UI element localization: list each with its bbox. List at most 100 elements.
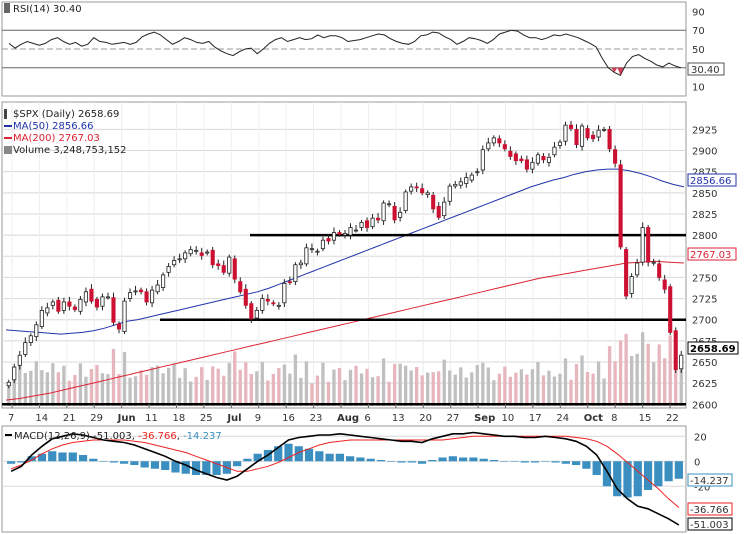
date-tick-label: 16 bbox=[282, 413, 295, 424]
candle-body bbox=[557, 141, 563, 146]
volume-bar bbox=[464, 377, 468, 406]
macd-histogram-bar bbox=[459, 457, 468, 462]
volume-bar bbox=[607, 346, 612, 406]
candlestick bbox=[298, 259, 303, 269]
date-tick-label: 29 bbox=[90, 413, 103, 424]
volume-bar bbox=[177, 377, 182, 406]
macd-histogram-bar bbox=[68, 452, 77, 462]
candle-body bbox=[458, 181, 463, 186]
candle-body bbox=[210, 249, 215, 266]
candle-body bbox=[243, 288, 248, 306]
candlestick bbox=[111, 292, 116, 326]
macd-histogram-bar bbox=[654, 461, 663, 487]
candlestick bbox=[331, 227, 337, 245]
candle-body bbox=[414, 186, 419, 189]
candle-body bbox=[409, 186, 414, 192]
candlestick bbox=[508, 146, 513, 160]
macd-signal-line bbox=[10, 435, 680, 508]
price-axis: 2600262526502675270027252750277528002825… bbox=[692, 125, 717, 411]
macd-histogram-bar bbox=[674, 461, 683, 479]
rsi-tick-label: 90 bbox=[692, 7, 705, 18]
candle-body bbox=[89, 288, 94, 302]
rsi-oversold-fill bbox=[611, 67, 624, 76]
volume-bar bbox=[646, 343, 650, 406]
date-tick-label: 20 bbox=[419, 413, 432, 424]
candlestick bbox=[67, 296, 72, 311]
candlestick bbox=[364, 217, 370, 232]
volume-bar bbox=[668, 335, 672, 406]
macd-signal-tag: -36.766 bbox=[687, 502, 733, 516]
candlestick bbox=[475, 168, 480, 176]
candlestick bbox=[194, 246, 199, 255]
macd-histogram-bar bbox=[130, 461, 139, 465]
volume-bar bbox=[326, 381, 331, 406]
volume-bar bbox=[635, 353, 639, 406]
macd-histogram bbox=[7, 443, 683, 498]
candle-body bbox=[579, 125, 585, 147]
candlestick bbox=[618, 159, 623, 250]
candle-body bbox=[359, 222, 364, 228]
candlestick bbox=[513, 151, 518, 165]
candlestick bbox=[150, 285, 155, 308]
date-tick-label: 27 bbox=[447, 413, 460, 424]
volume-bar bbox=[78, 363, 83, 406]
candle-body bbox=[618, 164, 623, 248]
macd-histogram-bar bbox=[561, 461, 570, 464]
candle-body bbox=[249, 303, 254, 320]
candle-body bbox=[194, 249, 199, 252]
macd-histogram-bar bbox=[520, 461, 529, 463]
macd-histogram-bar bbox=[253, 453, 262, 462]
candlestick bbox=[398, 207, 403, 222]
volume-bar bbox=[266, 380, 270, 406]
volume-bar bbox=[277, 368, 281, 406]
candle-body bbox=[420, 188, 425, 194]
candlestick bbox=[590, 131, 596, 143]
candle-body bbox=[221, 265, 226, 273]
candlestick bbox=[679, 351, 684, 374]
volume-bar bbox=[348, 369, 353, 406]
candlestick bbox=[293, 262, 298, 286]
candle-body bbox=[6, 381, 11, 387]
candlestick bbox=[624, 246, 629, 300]
volume-bar bbox=[663, 358, 667, 406]
candlestick bbox=[304, 243, 309, 267]
volume-bars bbox=[7, 332, 683, 406]
candle-body bbox=[150, 289, 155, 304]
candle-body bbox=[260, 298, 265, 311]
macd-histogram-bar bbox=[366, 458, 375, 462]
candle-body bbox=[205, 251, 210, 254]
candle-body bbox=[183, 252, 188, 260]
volume-bar bbox=[227, 362, 231, 406]
candlestick bbox=[210, 246, 215, 269]
volume-bar bbox=[89, 368, 94, 406]
macd-signal-tag-text: -36.766 bbox=[690, 505, 729, 516]
volume-bar bbox=[376, 376, 380, 406]
candle-body bbox=[188, 249, 193, 255]
candlestick bbox=[519, 155, 524, 164]
macd-histogram-bar bbox=[397, 461, 406, 463]
candlestick bbox=[177, 253, 182, 264]
candlestick bbox=[403, 189, 408, 214]
date-tick-label: 13 bbox=[392, 413, 405, 424]
macd-histogram-bar bbox=[335, 453, 344, 462]
candlestick bbox=[282, 279, 287, 308]
macd-histogram-bar bbox=[202, 461, 211, 475]
candlestick bbox=[188, 246, 193, 257]
volume-bar bbox=[580, 355, 584, 406]
volume-bar bbox=[117, 374, 121, 406]
candlestick bbox=[78, 296, 83, 315]
volume-bar bbox=[40, 370, 44, 406]
volume-bar bbox=[144, 374, 149, 406]
macd-histogram-bar bbox=[510, 461, 519, 462]
volume-bar bbox=[315, 375, 320, 406]
volume-bar bbox=[56, 372, 61, 406]
candle-body bbox=[199, 252, 204, 256]
macd-histogram-bar bbox=[572, 461, 581, 465]
price-tick-label: 2925 bbox=[692, 125, 717, 136]
candlestick bbox=[50, 299, 55, 310]
macd-histogram-bar bbox=[489, 460, 499, 462]
candlestick bbox=[579, 123, 585, 151]
candle-body bbox=[298, 262, 303, 266]
candle-body bbox=[673, 330, 678, 371]
candlestick bbox=[199, 247, 204, 260]
